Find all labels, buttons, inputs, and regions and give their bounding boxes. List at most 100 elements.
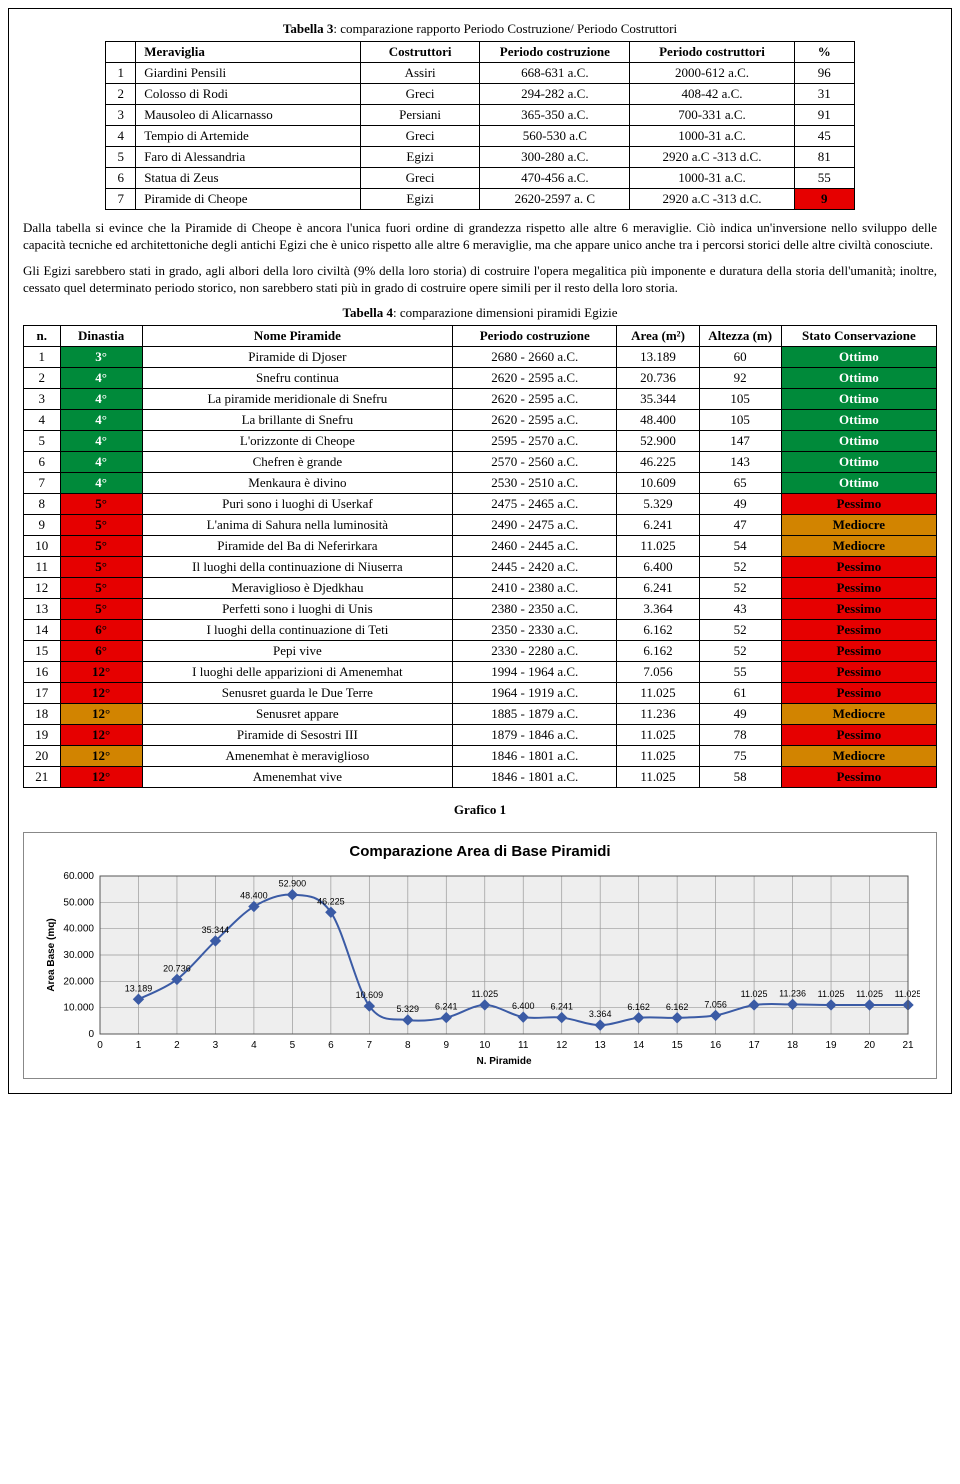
svg-text:12: 12 [556, 1040, 568, 1051]
svg-text:6: 6 [328, 1040, 334, 1051]
table-row: 1812°Senusret appare1885 - 1879 a.C.11.2… [24, 703, 937, 724]
svg-text:10.609: 10.609 [356, 990, 384, 1000]
cell: Ottimo [781, 472, 936, 493]
cell: 365-350 a.C. [480, 105, 630, 126]
cell: Senusret guarda le Due Terre [142, 682, 452, 703]
cell: 92 [699, 367, 781, 388]
cell: 12° [60, 745, 142, 766]
svg-text:7: 7 [367, 1040, 373, 1051]
cell: 61 [699, 682, 781, 703]
table4: n. Dinastia Nome Piramide Periodo costru… [23, 325, 937, 788]
cell: 52 [699, 577, 781, 598]
cell: 4 [106, 126, 136, 147]
cell: 2920 a.C -313 d.C. [630, 189, 795, 210]
cell: 2680 - 2660 a.C. [453, 346, 617, 367]
cell: 1885 - 1879 a.C. [453, 703, 617, 724]
svg-text:8: 8 [405, 1040, 411, 1051]
cell: 6° [60, 619, 142, 640]
cell: 5° [60, 598, 142, 619]
table-row: 44°La brillante di Snefru2620 - 2595 a.C… [24, 409, 937, 430]
cell: 8 [24, 493, 61, 514]
cell: 10 [24, 535, 61, 556]
t4-h1: Dinastia [60, 325, 142, 346]
chart-caption: Grafico 1 [23, 802, 937, 818]
cell: Mediocre [781, 535, 936, 556]
svg-text:0: 0 [88, 1029, 94, 1040]
cell: Amenemhat è meraviglioso [142, 745, 452, 766]
t4-h5: Altezza (m) [699, 325, 781, 346]
table3: Meraviglia Costruttori Periodo costruzio… [105, 41, 854, 210]
cell: 13.189 [617, 346, 699, 367]
cell: 11.025 [617, 766, 699, 787]
cell: I luoghi della continuazione di Teti [142, 619, 452, 640]
cell: 91 [794, 105, 854, 126]
svg-text:6.241: 6.241 [550, 1001, 573, 1011]
cell: 4° [60, 472, 142, 493]
cell: Mediocre [781, 703, 936, 724]
cell: 560-530 a.C [480, 126, 630, 147]
cell: Mediocre [781, 514, 936, 535]
svg-text:60.000: 60.000 [63, 871, 94, 882]
cell: 2570 - 2560 a.C. [453, 451, 617, 472]
table-row: 13°Piramide di Djoser2680 - 2660 a.C.13.… [24, 346, 937, 367]
cell: 6 [106, 168, 136, 189]
svg-text:6.162: 6.162 [666, 1001, 689, 1011]
cell: 55 [794, 168, 854, 189]
table-row: 2Colosso di RodiGreci294-282 a.C.408-42 … [106, 84, 854, 105]
cell: 45 [794, 126, 854, 147]
cell: 6.162 [617, 619, 699, 640]
cell: 4 [24, 409, 61, 430]
paragraph-2: Gli Egizi sarebbero stati in grado, agli… [23, 263, 937, 296]
cell: 2920 a.C -313 d.C. [630, 147, 795, 168]
cell: 6.400 [617, 556, 699, 577]
cell: 11.236 [617, 703, 699, 724]
cell: 75 [699, 745, 781, 766]
cell: 2620 - 2595 a.C. [453, 409, 617, 430]
cell: 4° [60, 430, 142, 451]
table-row: 115°Il luoghi della continuazione di Niu… [24, 556, 937, 577]
t3-h5: % [794, 42, 854, 63]
cell: Mausoleo di Alicarnasso [136, 105, 361, 126]
cell: 3 [106, 105, 136, 126]
cell: Meraviglioso è Djedkhau [142, 577, 452, 598]
cell: 408-42 a.C. [630, 84, 795, 105]
svg-text:11: 11 [518, 1040, 529, 1051]
table-row: 105°Piramide del Ba di Neferirkara2460 -… [24, 535, 937, 556]
svg-text:Area Base (mq): Area Base (mq) [46, 918, 57, 991]
table-row: 95°L'anima di Sahura nella luminosità249… [24, 514, 937, 535]
svg-text:19: 19 [825, 1040, 837, 1051]
svg-text:1: 1 [136, 1040, 142, 1051]
cell: 19 [24, 724, 61, 745]
paragraph-1: Dalla tabella si evince che la Piramide … [23, 220, 937, 253]
cell: 5° [60, 493, 142, 514]
svg-text:4: 4 [251, 1040, 257, 1051]
t4-h2: Nome Piramide [142, 325, 452, 346]
svg-text:30.000: 30.000 [63, 950, 94, 961]
cell: 12° [60, 682, 142, 703]
table-row: 6Statua di ZeusGreci470-456 a.C.1000-31 … [106, 168, 854, 189]
cell: Giardini Pensili [136, 63, 361, 84]
table-row: 24°Snefru continua2620 - 2595 a.C.20.736… [24, 367, 937, 388]
cell: 1 [106, 63, 136, 84]
cell: Egizi [360, 147, 480, 168]
cell: 5° [60, 535, 142, 556]
svg-text:5: 5 [290, 1040, 296, 1051]
cell: 1000-31 a.C. [630, 168, 795, 189]
t3-h0 [106, 42, 136, 63]
cell: 4° [60, 388, 142, 409]
cell: 20 [24, 745, 61, 766]
cell: 2380 - 2350 a.C. [453, 598, 617, 619]
svg-text:13.189: 13.189 [125, 983, 153, 993]
cell: 2595 - 2570 a.C. [453, 430, 617, 451]
svg-text:14: 14 [633, 1040, 645, 1051]
cell: 16 [24, 661, 61, 682]
svg-text:20.000: 20.000 [63, 976, 94, 987]
cell: 11 [24, 556, 61, 577]
cell: 5° [60, 577, 142, 598]
table-row: 3Mausoleo di AlicarnassoPersiani365-350 … [106, 105, 854, 126]
svg-text:20: 20 [864, 1040, 876, 1051]
table4-header-row: n. Dinastia Nome Piramide Periodo costru… [24, 325, 937, 346]
table-row: 2112°Amenemhat vive1846 - 1801 a.C.11.02… [24, 766, 937, 787]
cell: 43 [699, 598, 781, 619]
svg-text:6.162: 6.162 [627, 1001, 650, 1011]
